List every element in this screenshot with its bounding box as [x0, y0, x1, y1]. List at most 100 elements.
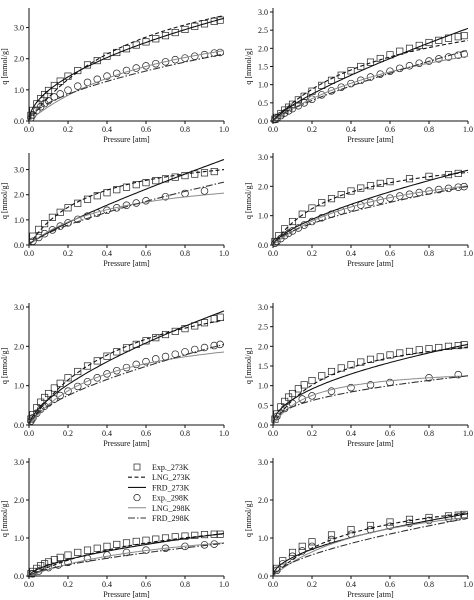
y-tick-label: 2.5: [258, 323, 268, 332]
y-tick-label: 1.0: [258, 534, 268, 543]
data-point-square: [171, 29, 179, 37]
data-point-circle: [308, 217, 316, 226]
series-line-FRD_273K: [273, 513, 469, 576]
data-point-circle: [142, 357, 150, 366]
data-point-square: [132, 537, 140, 545]
data-point-circle: [29, 237, 37, 245]
data-point-circle: [280, 231, 289, 240]
legend-entry: FRD_273K: [128, 483, 190, 492]
data-point-square: [200, 531, 209, 539]
data-point-circle: [93, 75, 101, 84]
data-point-circle: [34, 233, 43, 242]
y-tick-label: 3.0: [258, 153, 268, 162]
series-line-LNG_273K: [29, 15, 225, 121]
series-line-LNG_273K: [273, 346, 469, 425]
series-Exp._273K: [273, 510, 468, 572]
series-line-LNG_298K: [29, 351, 225, 425]
x-tick-label: 0.8: [180, 429, 190, 438]
data-point-square: [288, 100, 297, 108]
x-tick-label: 1.0: [219, 249, 229, 258]
data-point-circle: [288, 227, 297, 235]
series-line-LNG_298K: [273, 185, 469, 245]
legend-swatch-square: [133, 463, 141, 471]
y-tick-label: 3.0: [14, 458, 24, 467]
data-point-square: [181, 532, 189, 540]
x-tick-label: 1.0: [219, 429, 229, 438]
x-tick-label: 0.6: [141, 125, 151, 134]
x-tick-label: 1.0: [463, 580, 473, 589]
data-point-circle: [327, 87, 336, 95]
series-Exp._298K: [29, 187, 209, 245]
data-point-circle: [200, 343, 209, 352]
data-point-square: [191, 170, 199, 178]
x-tick-label: 0.2: [63, 580, 73, 589]
data-point-square: [200, 20, 209, 28]
data-point-square: [200, 169, 209, 177]
data-point-circle: [103, 72, 111, 80]
data-point-square: [405, 44, 414, 52]
data-point-square: [93, 192, 101, 200]
data-point-square: [191, 531, 199, 539]
series-line-LNG_298K: [273, 516, 469, 576]
y-tick-label: 0.0: [14, 572, 24, 581]
data-point-square: [41, 220, 49, 228]
x-tick-label: 0.4: [346, 249, 356, 258]
data-point-circle: [308, 392, 316, 400]
y-tick-label: 2.0: [14, 342, 24, 351]
y-tick-label: 1.5: [258, 63, 268, 72]
data-point-square: [288, 389, 297, 398]
data-point-circle: [152, 355, 160, 363]
data-point-square: [152, 35, 160, 43]
y-tick-label: 1.0: [14, 216, 24, 225]
data-point-square: [460, 32, 468, 40]
data-point-square: [210, 168, 218, 176]
x-axis-label: Pressure [atm]: [347, 135, 394, 144]
series-line-LNG_273K: [273, 512, 469, 576]
data-point-square: [37, 562, 45, 570]
data-point-circle: [347, 383, 355, 392]
series-line-FRD_298K: [29, 542, 225, 576]
data-point-square: [152, 535, 160, 543]
y-tick-label: 1.0: [258, 81, 268, 90]
x-tick-label: 0.2: [307, 580, 317, 589]
data-point-square: [405, 515, 414, 523]
data-point-circle: [103, 370, 111, 378]
y-tick-label: 0.0: [258, 117, 268, 126]
data-point-circle: [132, 360, 141, 369]
data-point-square: [122, 539, 131, 547]
data-point-square: [103, 542, 111, 550]
series-line-LNG_273K: [273, 39, 469, 121]
series-line-LNG_273K: [29, 169, 225, 245]
y-tick-label: 1.0: [258, 212, 268, 221]
data-point-circle: [425, 57, 433, 65]
data-point-square: [64, 551, 72, 559]
x-tick-label: 0.2: [307, 429, 317, 438]
y-tick-label: 2.5: [258, 26, 268, 35]
series-line-FRD_298K: [273, 49, 469, 121]
data-point-circle: [318, 91, 326, 99]
y-axis-label: q [mmol/g]: [0, 348, 9, 385]
data-point-square: [74, 367, 82, 376]
y-tick-label: 1.5: [258, 362, 268, 371]
data-point-circle: [50, 93, 59, 101]
data-point-square: [50, 81, 58, 90]
data-point-square: [444, 34, 453, 42]
x-tick-label: 0.8: [180, 249, 190, 258]
chart-panel-4: 0.0 0.2 0.4 0.6 0.8 1.0 0.0 1.0 2.0 3.0 Pressure […: [244, 153, 473, 268]
series-line-FRD_298K: [273, 375, 469, 425]
data-point-circle: [112, 69, 121, 78]
x-tick-label: 0.8: [424, 429, 434, 438]
data-point-square: [83, 546, 92, 554]
x-tick-label: 1.0: [463, 429, 473, 438]
data-point-square: [83, 362, 92, 370]
x-axis-label: Pressure [atm]: [103, 439, 150, 448]
data-point-square: [396, 349, 404, 357]
data-point-square: [74, 66, 82, 75]
series-line-FRD_273K: [273, 343, 469, 425]
data-point-square: [200, 319, 209, 327]
y-tick-label: 0.5: [258, 99, 268, 108]
series-line-FRD_273K: [29, 17, 225, 121]
data-point-circle: [308, 542, 316, 551]
